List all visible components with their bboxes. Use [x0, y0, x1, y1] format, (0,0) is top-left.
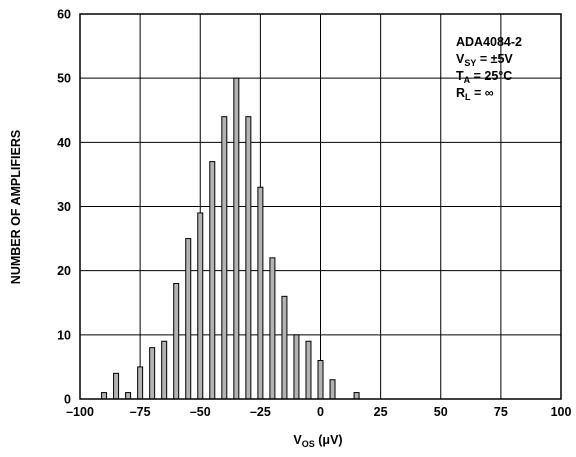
- annotation-temperature-sub: A: [464, 75, 471, 85]
- histogram-bar: [281, 295, 288, 400]
- histogram-bar: [269, 257, 276, 400]
- histogram-bar: [185, 238, 192, 400]
- histogram-bar: [317, 360, 324, 400]
- histogram-bar: [293, 334, 300, 400]
- x-tick-label: 0: [317, 405, 324, 419]
- histogram-bar: [233, 77, 240, 400]
- histogram-bar: [137, 366, 144, 400]
- histogram-bar: [173, 283, 180, 400]
- annotation-box: ADA4084-2 VSY = ±5V TA = 25°C RL = ∞: [456, 35, 522, 102]
- x-tick-label: –25: [250, 405, 271, 419]
- x-tick-label: –50: [190, 405, 211, 419]
- annotation-supply-main: V: [456, 52, 465, 66]
- histogram-bar: [125, 392, 132, 400]
- x-tick-label: 50: [434, 405, 448, 419]
- x-tick-label: 75: [494, 405, 508, 419]
- histogram-bar: [113, 372, 120, 400]
- annotation-supply-rest: = ±5V: [476, 52, 513, 66]
- y-tick-label: 30: [57, 200, 71, 214]
- x-axis-label-sub: OS: [302, 439, 315, 449]
- annotation-temperature-rest: = 25°C: [470, 69, 512, 83]
- annotation-load: RL = ∞: [456, 86, 494, 102]
- histogram-bar: [209, 161, 216, 400]
- annotation-load-rest: = ∞: [471, 86, 494, 100]
- histogram-bar: [101, 392, 108, 400]
- x-axis-label: VOS (μV): [293, 433, 342, 449]
- annotation-load-main: R: [456, 86, 465, 100]
- histogram-bar: [197, 212, 204, 400]
- y-tick-label: 60: [57, 8, 71, 22]
- frame-layer: [79, 13, 562, 400]
- histogram-bar: [257, 186, 264, 400]
- x-tick-label: 25: [374, 405, 388, 419]
- histogram-bar: [245, 116, 252, 400]
- histogram-bar: [161, 340, 168, 400]
- tick-label-layer: –100 –75 –50 –25 0 25 50 75 100 0 10 20 30 40 50 60: [57, 8, 571, 420]
- histogram-bar: [353, 392, 360, 400]
- x-tick-label: –100: [66, 405, 94, 419]
- x-axis-label-unit: (μV): [315, 433, 343, 447]
- x-axis-label-main: V: [293, 433, 302, 447]
- y-tick-label: 10: [57, 328, 71, 342]
- y-tick-label: 40: [57, 136, 71, 150]
- annotation-supply: VSY = ±5V: [456, 52, 513, 68]
- y-tick-label: 0: [64, 393, 71, 407]
- x-tick-label: –75: [130, 405, 151, 419]
- x-tick-label: 100: [551, 405, 572, 419]
- grid-layer: [80, 14, 561, 399]
- annotation-temperature-main: T: [456, 69, 464, 83]
- histogram-bar: [221, 116, 228, 400]
- annotation-load-sub: L: [465, 92, 471, 102]
- histogram-bar: [305, 340, 312, 400]
- y-tick-label: 20: [57, 264, 71, 278]
- plot-frame: [79, 13, 562, 400]
- histogram-bar: [149, 347, 156, 400]
- annotation-temperature: TA = 25°C: [456, 69, 512, 85]
- y-axis-label: NUMBER OF AMPLIFIERS: [9, 130, 23, 284]
- y-tick-label: 50: [57, 72, 71, 86]
- annotation-supply-sub: SY: [464, 58, 476, 68]
- histogram-bar: [329, 379, 336, 400]
- bars-layer: [101, 77, 360, 400]
- annotation-device: ADA4084-2: [456, 35, 522, 49]
